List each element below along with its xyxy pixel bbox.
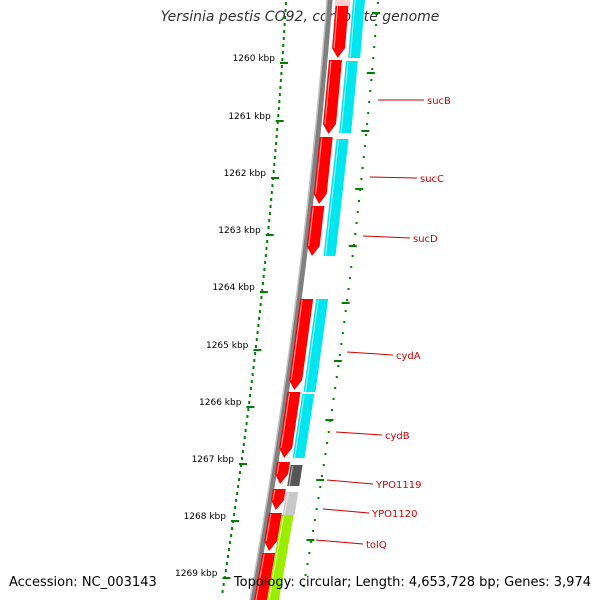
cds-forward[interactable] <box>279 392 301 458</box>
tick-label: 1260 kbp <box>233 54 276 64</box>
tick-label: 1261 kbp <box>228 112 271 122</box>
tick-1261: 1261 kbp <box>228 112 284 122</box>
tick-1264: 1264 kbp <box>212 283 268 293</box>
tick-label: 1266 kbp <box>199 398 242 408</box>
cds-reverse[interactable] <box>292 394 315 458</box>
gene-label[interactable]: sucD <box>413 234 438 245</box>
cds-reverse[interactable] <box>339 61 358 133</box>
gene-sucB[interactable]: sucB <box>378 96 451 107</box>
gene-cydB[interactable]: cydB <box>335 431 410 442</box>
gene-label[interactable]: tolQ <box>366 540 387 551</box>
feature-lightgray[interactable] <box>282 492 299 515</box>
cds-forward[interactable] <box>306 206 325 256</box>
tick-label: 1269 kbp <box>175 569 218 579</box>
tick-1265: 1265 kbp <box>206 341 262 351</box>
tick-label: 1264 kbp <box>212 283 255 293</box>
label-leader <box>346 351 394 356</box>
label-leader <box>369 176 418 179</box>
accession-text: Accession: NC_003143 <box>9 575 157 590</box>
cds-reverse[interactable] <box>303 299 329 392</box>
gene-label[interactable]: sucB <box>427 96 451 107</box>
feature-gray[interactable] <box>287 465 303 486</box>
gene-label[interactable]: cydA <box>396 351 421 362</box>
label-leader <box>322 508 370 514</box>
gene-sucD[interactable]: sucD <box>362 234 438 245</box>
label-leader <box>326 479 374 485</box>
tick-1267: 1267 kbp <box>192 455 247 465</box>
label-leader <box>315 539 364 545</box>
topology-text: Topology: circular; Length: 4,653,728 bp… <box>233 575 591 590</box>
cds-forward[interactable] <box>275 462 291 484</box>
cds-forward[interactable] <box>332 0 349 58</box>
tick-label: 1263 kbp <box>218 226 261 236</box>
backbone-ring <box>249 0 333 600</box>
tick-label: 1268 kbp <box>184 512 227 522</box>
cds-forward[interactable] <box>271 489 286 510</box>
tick-dots <box>221 2 380 593</box>
gene-cydA[interactable]: cydA <box>346 351 421 362</box>
tick-1266: 1266 kbp <box>199 398 255 408</box>
cds-reverse[interactable] <box>323 139 349 256</box>
gene-tolQ[interactable]: tolQ <box>315 539 387 551</box>
cds-forward[interactable] <box>323 60 342 134</box>
label-leader <box>335 431 383 436</box>
cds-forward[interactable] <box>254 553 276 600</box>
gene-label[interactable]: cydB <box>385 431 410 442</box>
tick-1262: 1262 kbp <box>224 169 279 179</box>
kbp-ticks: 1260 kbp 1261 kbp 1262 kbp 1263 kbp 1264… <box>175 54 288 579</box>
tick-1263: 1263 kbp <box>218 226 274 236</box>
gene-sucC[interactable]: sucC <box>369 174 444 185</box>
tick-label: 1265 kbp <box>206 341 249 351</box>
tick-label: 1267 kbp <box>192 455 235 465</box>
map-title: Yersinia pestis CO92, complete genome <box>160 9 440 25</box>
feature-green[interactable] <box>267 515 294 600</box>
tick-1268: 1268 kbp <box>184 512 239 522</box>
tick-label: 1262 kbp <box>224 169 267 179</box>
tick-1260: 1260 kbp <box>233 54 288 64</box>
gene-labels: sucB sucC sucD cydA cydB YPO1119 YPO1120… <box>315 96 451 551</box>
tick-1269: 1269 kbp <box>175 569 231 579</box>
cds-forward[interactable] <box>289 299 314 390</box>
label-leader <box>362 235 411 239</box>
gene-label[interactable]: sucC <box>420 174 444 185</box>
gene-YPO1119[interactable]: YPO1119 <box>326 479 421 491</box>
gene-label[interactable]: YPO1120 <box>371 509 417 520</box>
cds-reverse[interactable] <box>348 0 365 58</box>
gene-label[interactable]: YPO1119 <box>375 480 421 491</box>
gene-features <box>254 0 365 600</box>
cds-forward[interactable] <box>313 137 333 204</box>
cds-forward[interactable] <box>264 513 282 551</box>
gene-YPO1120[interactable]: YPO1120 <box>322 508 417 520</box>
